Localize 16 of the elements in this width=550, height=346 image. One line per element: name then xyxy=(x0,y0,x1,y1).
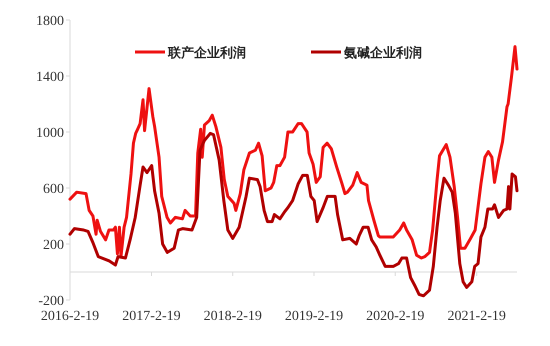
legend-label: 氨碱企业利润 xyxy=(343,45,422,61)
y-tick-label: 1400 xyxy=(36,70,64,85)
x-tick-label: 2019-2-19 xyxy=(284,309,344,324)
line-series xyxy=(68,132,518,298)
y-tick-label: 600 xyxy=(43,182,64,197)
x-tick-label: 2021-2-19 xyxy=(448,309,506,324)
x-tick-label: 2016-2-19 xyxy=(40,309,100,324)
legend-label: 联产企业利润 xyxy=(167,45,246,61)
y-tick-label: -200 xyxy=(38,294,64,309)
y-tick-label: 200 xyxy=(43,238,64,253)
x-tick-label: 2018-2-19 xyxy=(204,309,262,324)
y-tick-label: 1000 xyxy=(36,126,64,141)
x-tick-label: 2020-2-19 xyxy=(366,309,424,324)
x-tick-label: 2017-2-19 xyxy=(122,309,181,324)
y-tick-label: 1800 xyxy=(36,14,64,29)
line-series xyxy=(68,45,518,260)
